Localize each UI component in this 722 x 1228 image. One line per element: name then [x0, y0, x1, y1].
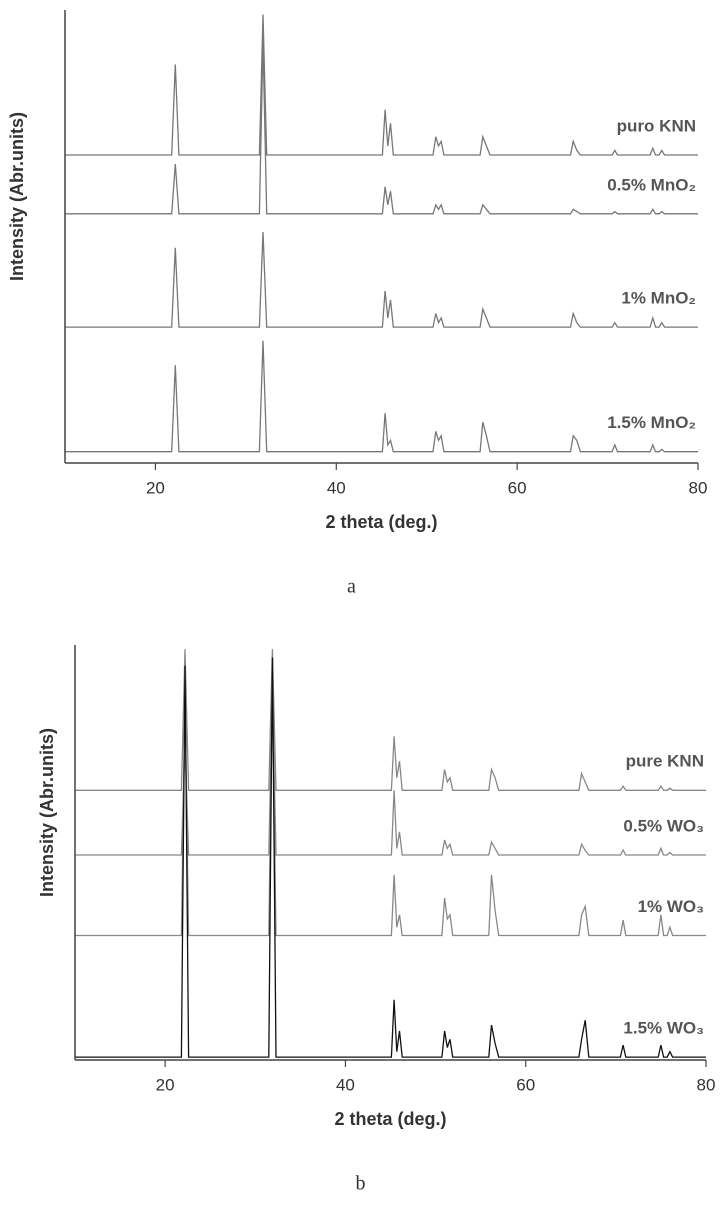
series-label: 1% WO₃ [638, 897, 704, 916]
series-label: 0.5% MnO₂ [607, 175, 696, 194]
x-tick-label: 60 [516, 1075, 535, 1094]
xrd-trace [75, 690, 706, 856]
x-tick-label: 40 [336, 1075, 355, 1094]
xrd-trace [75, 657, 706, 1058]
x-tick-label: 80 [697, 1075, 716, 1094]
y-axis-title: Intensity (Abr.units) [37, 728, 57, 897]
xrd-trace [75, 678, 706, 937]
series-label: 1% MnO₂ [621, 289, 696, 308]
y-axis-title: Intensity (Abr.units) [7, 112, 27, 281]
x-tick-label: 20 [146, 478, 165, 497]
x-axis-title: 2 theta (deg.) [334, 1109, 446, 1129]
series-label: 1.5% MnO₂ [607, 413, 696, 432]
series-label: 0.5% WO₃ [623, 816, 704, 835]
series-label: puro KNN [617, 116, 696, 135]
series-label: 1.5% WO₃ [623, 1019, 704, 1038]
xrd-trace [65, 14, 698, 156]
x-axis-title: 2 theta (deg.) [325, 512, 437, 532]
series-label: pure KNN [626, 752, 704, 771]
xrd-trace [65, 231, 698, 328]
caption: b [356, 1173, 366, 1195]
xrd-trace [65, 340, 698, 453]
caption: a [347, 576, 356, 598]
x-tick-label: 40 [327, 478, 346, 497]
x-tick-label: 60 [508, 478, 527, 497]
xrd-trace [75, 649, 706, 791]
x-tick-label: 80 [689, 478, 708, 497]
xrd-trace [65, 41, 698, 215]
x-tick-label: 20 [156, 1075, 175, 1094]
